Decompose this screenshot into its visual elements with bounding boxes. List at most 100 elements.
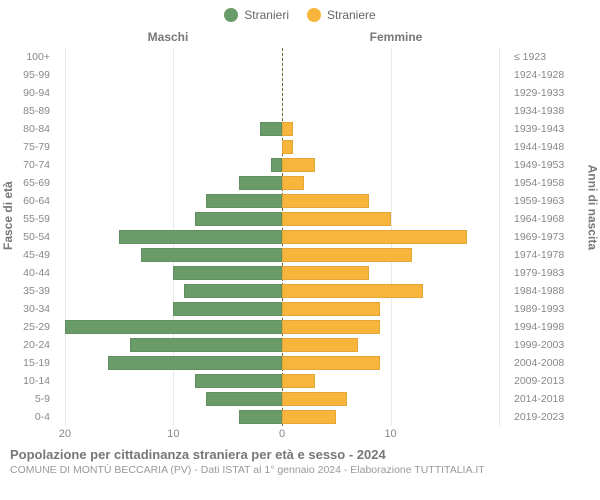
age-label: 5-9 [6, 390, 50, 408]
age-label: 25-29 [6, 318, 50, 336]
age-label: 35-39 [6, 282, 50, 300]
birth-year-label: 2009-2013 [514, 372, 594, 390]
legend-label-female: Straniere [327, 8, 376, 22]
age-row: 60-641959-1963 [54, 192, 510, 210]
bar-male [130, 338, 282, 352]
age-row: 25-291994-1998 [54, 318, 510, 336]
age-label: 90-94 [6, 84, 50, 102]
age-row: 85-891934-1938 [54, 102, 510, 120]
age-label: 85-89 [6, 102, 50, 120]
bar-female [282, 176, 304, 190]
bar-female [282, 374, 315, 388]
legend: Stranieri Straniere [0, 0, 600, 22]
x-tick: 10 [384, 428, 396, 440]
birth-year-label: 1939-1943 [514, 120, 594, 138]
bar-female [282, 158, 315, 172]
legend-item-male: Stranieri [224, 8, 289, 22]
birth-year-label: 2004-2008 [514, 354, 594, 372]
age-label: 95-99 [6, 66, 50, 84]
age-row: 10-142009-2013 [54, 372, 510, 390]
age-row: 70-741949-1953 [54, 156, 510, 174]
population-pyramid-chart: Stranieri Straniere Maschi Femmine Fasce… [0, 0, 600, 500]
age-label: 0-4 [6, 408, 50, 426]
birth-year-label: 1944-1948 [514, 138, 594, 156]
age-row: 55-591964-1968 [54, 210, 510, 228]
age-label: 60-64 [6, 192, 50, 210]
birth-year-label: 1924-1928 [514, 66, 594, 84]
birth-year-label: 1964-1968 [514, 210, 594, 228]
bar-male [108, 356, 282, 370]
bar-male [119, 230, 282, 244]
bar-female [282, 212, 391, 226]
bar-male [206, 392, 282, 406]
bar-female [282, 284, 423, 298]
age-label: 100+ [6, 48, 50, 66]
birth-year-label: 1959-1963 [514, 192, 594, 210]
bar-male [239, 176, 282, 190]
birth-year-label: 1929-1933 [514, 84, 594, 102]
bar-female [282, 410, 336, 424]
chart-footer: Popolazione per cittadinanza straniera p… [10, 447, 590, 476]
bar-female [282, 122, 293, 136]
bar-female [282, 302, 380, 316]
age-row: 65-691954-1958 [54, 174, 510, 192]
age-row: 20-241999-2003 [54, 336, 510, 354]
birth-year-label: 1934-1938 [514, 102, 594, 120]
age-row: 100+≤ 1923 [54, 48, 510, 66]
age-row: 35-391984-1988 [54, 282, 510, 300]
bar-male [239, 410, 282, 424]
x-tick: 10 [167, 428, 179, 440]
top-title-male: Maschi [54, 30, 282, 44]
age-label: 10-14 [6, 372, 50, 390]
age-row: 5-92014-2018 [54, 390, 510, 408]
birth-year-label: 1994-1998 [514, 318, 594, 336]
age-label: 70-74 [6, 156, 50, 174]
bar-male [184, 284, 282, 298]
birth-year-label: 1954-1958 [514, 174, 594, 192]
bar-male [206, 194, 282, 208]
bar-male [195, 212, 282, 226]
legend-swatch-female [307, 8, 321, 22]
bar-male [260, 122, 282, 136]
birth-year-label: 2019-2023 [514, 408, 594, 426]
bar-male [173, 302, 282, 316]
age-label: 15-19 [6, 354, 50, 372]
bar-female [282, 194, 369, 208]
x-tick: 20 [59, 428, 71, 440]
age-row: 75-791944-1948 [54, 138, 510, 156]
bar-female [282, 320, 380, 334]
birth-year-label: 1969-1973 [514, 228, 594, 246]
birth-year-label: 1979-1983 [514, 264, 594, 282]
x-tick: 0 [279, 428, 285, 440]
birth-year-label: 1949-1953 [514, 156, 594, 174]
age-label: 75-79 [6, 138, 50, 156]
age-row: 50-541969-1973 [54, 228, 510, 246]
bar-male [173, 266, 282, 280]
bar-male [195, 374, 282, 388]
age-row: 90-941929-1933 [54, 84, 510, 102]
legend-swatch-male [224, 8, 238, 22]
legend-item-female: Straniere [307, 8, 376, 22]
birth-year-label: 1984-1988 [514, 282, 594, 300]
bar-female [282, 230, 467, 244]
age-label: 50-54 [6, 228, 50, 246]
birth-year-label: 1974-1978 [514, 246, 594, 264]
chart-title: Popolazione per cittadinanza straniera p… [10, 447, 590, 462]
bar-female [282, 248, 412, 262]
age-row: 95-991924-1928 [54, 66, 510, 84]
age-row: 80-841939-1943 [54, 120, 510, 138]
birth-year-label: ≤ 1923 [514, 48, 594, 66]
bar-male [65, 320, 282, 334]
bar-female [282, 338, 358, 352]
age-label: 55-59 [6, 210, 50, 228]
age-label: 40-44 [6, 264, 50, 282]
bar-female [282, 392, 347, 406]
age-row: 40-441979-1983 [54, 264, 510, 282]
age-label: 20-24 [6, 336, 50, 354]
birth-year-label: 2014-2018 [514, 390, 594, 408]
age-label: 45-49 [6, 246, 50, 264]
age-row: 45-491974-1978 [54, 246, 510, 264]
birth-year-label: 1999-2003 [514, 336, 594, 354]
age-row: 15-192004-2008 [54, 354, 510, 372]
age-label: 80-84 [6, 120, 50, 138]
